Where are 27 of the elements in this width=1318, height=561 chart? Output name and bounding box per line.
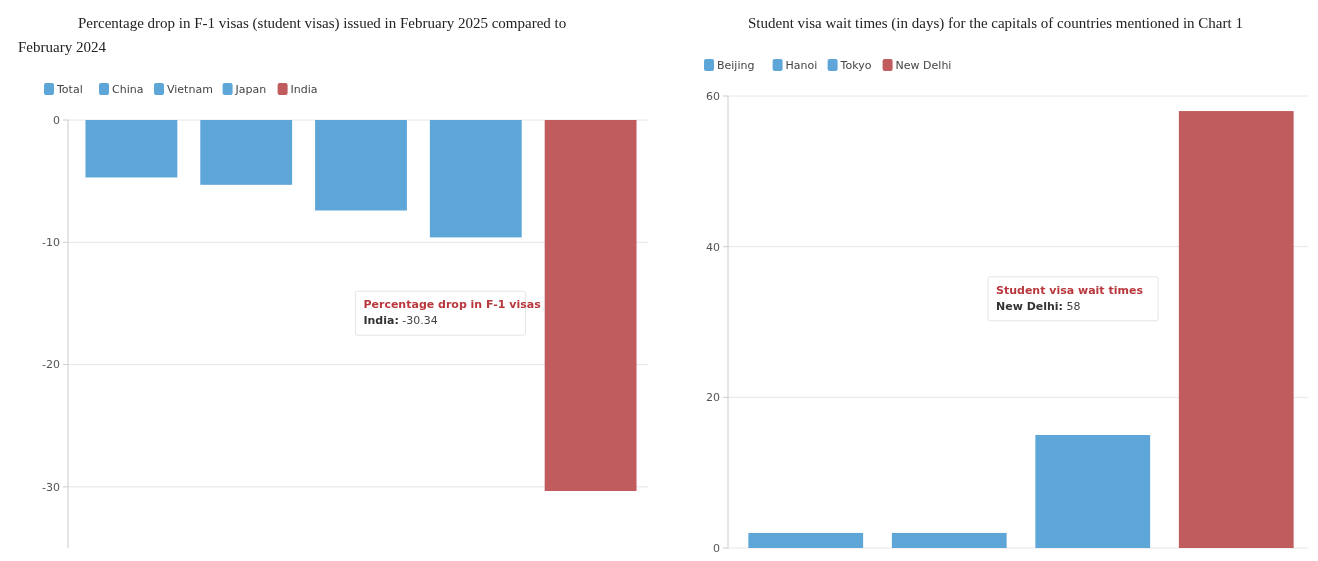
legend-label: Total [56,83,83,96]
chart-title: Percentage drop in F-1 visas (student visas) issued in February 2025 compared to February 2024 [18,15,567,55]
tooltip: Percentage drop in F-1 visas India: -30.34 [354,290,541,336]
legend-label: India [290,83,318,96]
legend-label: Hanoi [785,59,818,72]
y-tick-label: 20 [706,391,720,405]
bar [891,532,1007,548]
y-tick-label: 40 [706,240,720,254]
y-tick-label: 60 [706,89,720,103]
chart-title: Student visa wait times (in days) for the capitals of countries mentioned in Chart 1 [748,15,1243,32]
annotation: Percentage drop in F-1 visas India: -30.34 [363,298,542,328]
y-tick-label: -30 [42,480,60,494]
bar [1178,111,1294,548]
legend-label: Vietnam [167,83,213,96]
tooltip: Student visa wait times New Delhi: 58 [987,276,1159,322]
legend-label: Japan [234,83,267,96]
y-tick-label: -10 [42,236,60,250]
y-tick-label: 0 [713,541,720,555]
bar [1035,435,1151,548]
legend-label: China [112,83,144,96]
legend-label: Beijing [717,59,755,72]
bar [748,532,864,548]
annotation: Student visa wait times New Delhi: 58 [996,283,1144,313]
y-tick-label: 0 [53,113,60,127]
y-tick-label: -20 [42,358,60,372]
legend-label: New Delhi [895,59,952,72]
legend-label: Tokyo [839,59,872,72]
